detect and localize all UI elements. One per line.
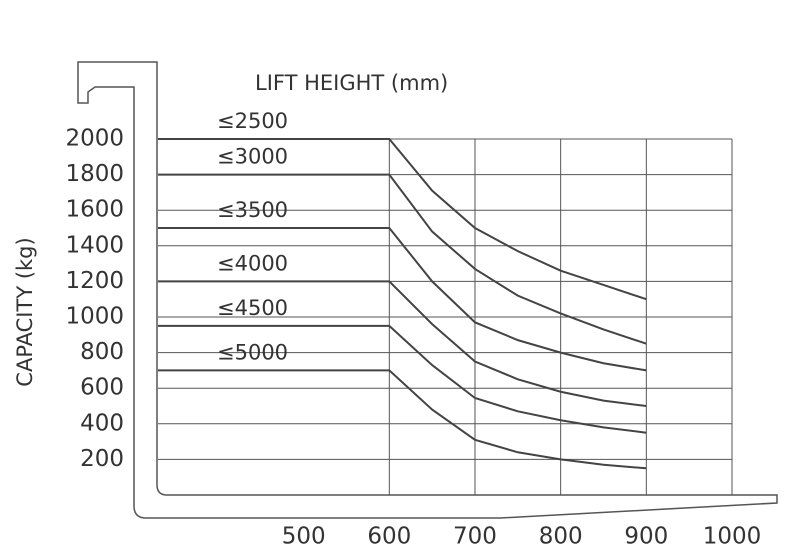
fork-outline [77,61,778,519]
legend-title: LIFT HEIGHT (mm) [255,71,448,95]
x-tick-label: 500 [282,524,326,550]
y-tick-label: 200 [80,446,124,472]
y-tick-label: 1800 [65,161,124,187]
capacity-line [158,173,647,345]
series-label: ≤4000 [217,251,288,275]
x-tick-label: 600 [367,524,411,550]
x-tick-label: 700 [453,524,497,550]
x-tick-label: 900 [624,524,668,550]
capacity-line [158,227,647,372]
series-label: ≤3000 [217,145,288,169]
series-label: ≤2500 [217,109,288,133]
capacity-line [158,280,647,407]
y-tick-label: 1200 [65,268,124,294]
x-tick-label: 1000 [703,524,762,550]
y-tick-label: 400 [80,410,124,436]
y-tick-label: 1400 [65,232,124,258]
y-tick-label: 800 [80,339,124,365]
y-tick-label: 1000 [65,304,124,330]
series-label: ≤4500 [217,296,288,320]
y-axis-title: CAPACITY (kg) [13,237,37,386]
x-tick-label: 800 [539,524,583,550]
y-tick-label: 1600 [65,197,124,223]
y-tick-label: 600 [80,375,124,401]
series-label: ≤3500 [217,198,288,222]
series-label: ≤5000 [217,340,288,364]
capacity-line [158,138,647,301]
y-tick-label: 2000 [65,126,124,152]
capacity-line [158,324,647,434]
capacity-line [158,369,647,470]
